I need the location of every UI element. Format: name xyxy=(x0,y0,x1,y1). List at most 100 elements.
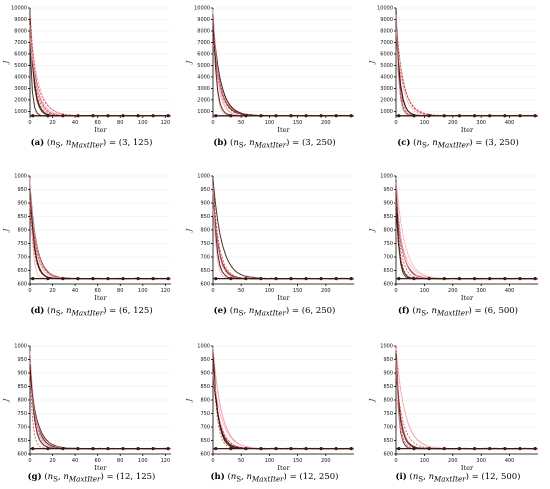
series-line xyxy=(212,10,354,117)
series-line xyxy=(212,368,354,450)
y-axis-label: J xyxy=(185,398,193,403)
y-tick-label: 6000 xyxy=(380,52,393,58)
y-tick-label: 950 xyxy=(383,357,393,363)
y-tick-label: 750 xyxy=(200,241,210,247)
chart-panel-i: 600 650 700 750 800 850 900 950 1000 0 100 200 300 40… xyxy=(366,338,550,472)
x-tick-label: 200 xyxy=(321,458,331,464)
series-line xyxy=(395,179,539,280)
caption-letter: (f) xyxy=(397,306,410,316)
caption-d: (d) (nS, nMaxtIter) = (6, 125) xyxy=(30,306,153,318)
y-axis-label: J xyxy=(368,228,376,233)
series-line xyxy=(212,198,355,280)
x-tick-label: 80 xyxy=(117,120,123,126)
x-axis-label: Iter xyxy=(461,294,474,302)
x-tick-label: 100 xyxy=(138,288,148,294)
y-tick-label: 650 xyxy=(17,268,27,274)
x-tick-label: 50 xyxy=(238,288,244,294)
series-line xyxy=(395,346,539,450)
y-tick-label: 1000 xyxy=(14,109,27,115)
x-tick-label: 200 xyxy=(448,288,458,294)
x-tick-label: 120 xyxy=(161,458,171,464)
series-line xyxy=(29,187,172,280)
y-axis-label: J xyxy=(2,398,10,403)
x-tick-label: 200 xyxy=(321,120,331,126)
y-tick-label: 750 xyxy=(383,411,393,417)
x-tick-label: 150 xyxy=(293,120,303,126)
chart-svg-b: 1000200030004000500060007000800090001000… xyxy=(185,6,355,134)
chart-panel-e: 600 650 700 750 800 850 900 950 1000 0 50 100 150 200… xyxy=(183,168,366,302)
x-axis-label: Iter xyxy=(277,126,290,134)
x-tick-label: 50 xyxy=(238,120,244,126)
x-tick-label: 300 xyxy=(476,288,486,294)
caption-i: (i) (nS, nMaxtIter) = (12, 500) xyxy=(395,472,521,484)
y-tick-label: 1000 xyxy=(14,344,27,350)
chart-svg-h: 600 650 700 750 800 850 900 950 1000 0 50 100 150 200… xyxy=(185,344,355,472)
series-line xyxy=(29,41,172,117)
y-tick-label: 900 xyxy=(200,371,210,377)
y-tick-label: 3000 xyxy=(14,86,27,92)
y-tick-label: 600 xyxy=(383,282,393,288)
y-tick-label: 7000 xyxy=(197,40,210,46)
y-tick-label: 1000 xyxy=(197,174,210,180)
series-line xyxy=(395,347,539,450)
y-tick-label: 650 xyxy=(200,438,210,444)
caption-f: (f) (nS, nMaxtIter) = (6, 500) xyxy=(397,306,518,318)
series-line xyxy=(29,25,171,117)
series-line xyxy=(395,366,539,450)
series-line xyxy=(212,185,355,280)
y-tick-label: 900 xyxy=(200,201,210,207)
y-axis-label: J xyxy=(368,60,376,65)
x-tick-label: 0 xyxy=(28,288,31,294)
x-axis-label: Iter xyxy=(94,464,107,472)
chart-svg-c: 1000200030004000500060007000800090001000… xyxy=(368,6,539,134)
y-tick-label: 900 xyxy=(383,201,393,207)
y-tick-label: 1000 xyxy=(197,344,210,350)
y-tick-label: 2000 xyxy=(14,98,27,104)
chart-panel-a: 1000 2000 3000 4000 5000 6000 7000 8000 9000 1000… xyxy=(0,0,183,134)
series-line xyxy=(29,206,172,280)
chart-svg-g: 600 650 700 750 800 850 900 950 1000 0 20 40 60 80 100… xyxy=(2,344,172,472)
caption-e: (e) (nS, nMaxtIter) = (6, 250) xyxy=(213,306,336,318)
series-line xyxy=(395,211,539,280)
series-line xyxy=(212,22,354,117)
y-tick-label: 1000 xyxy=(380,109,393,115)
y-tick-label: 950 xyxy=(17,187,27,193)
y-tick-label: 800 xyxy=(200,228,210,234)
y-tick-label: 1000 xyxy=(380,174,393,180)
series-line xyxy=(395,375,539,450)
y-tick-label: 4000 xyxy=(380,75,393,81)
x-tick-label: 20 xyxy=(49,458,55,464)
y-tick-label: 3000 xyxy=(380,86,393,92)
y-tick-label: 7000 xyxy=(14,40,27,46)
y-tick-label: 650 xyxy=(17,438,27,444)
y-tick-label: 10000 xyxy=(377,6,393,12)
y-tick-label: 600 xyxy=(200,452,210,458)
y-tick-label: 850 xyxy=(383,384,393,390)
y-axis-label: J xyxy=(2,60,10,65)
x-tick-label: 0 xyxy=(211,458,214,464)
x-tick-label: 20 xyxy=(49,288,55,294)
series-line xyxy=(29,178,171,280)
chart-panel-g: 600 650 700 750 800 850 900 950 1000 0 20 40 60 80 100… xyxy=(0,338,183,472)
y-tick-label: 1000 xyxy=(197,109,210,115)
y-tick-label: 950 xyxy=(383,187,393,193)
y-tick-label: 600 xyxy=(383,452,393,458)
series-line xyxy=(212,194,355,280)
series-line xyxy=(212,184,355,280)
x-axis-label: Iter xyxy=(277,294,290,302)
y-tick-label: 10000 xyxy=(194,6,210,12)
x-axis-label: Iter xyxy=(277,464,290,472)
y-tick-label: 650 xyxy=(200,268,210,274)
y-tick-label: 9000 xyxy=(197,17,210,23)
series-line xyxy=(29,202,172,280)
series-line xyxy=(29,186,172,280)
x-tick-label: 120 xyxy=(161,288,171,294)
y-tick-label: 950 xyxy=(17,357,27,363)
chart-svg-d: 600 650 700 750 800 850 900 950 1000 0 20 40 60 80 100… xyxy=(2,174,172,302)
y-tick-label: 650 xyxy=(383,268,393,274)
y-tick-label: 600 xyxy=(17,452,27,458)
y-tick-label: 800 xyxy=(200,398,210,404)
x-axis-label: Iter xyxy=(461,126,474,134)
y-tick-label: 700 xyxy=(200,425,210,431)
x-tick-label: 120 xyxy=(161,120,171,126)
